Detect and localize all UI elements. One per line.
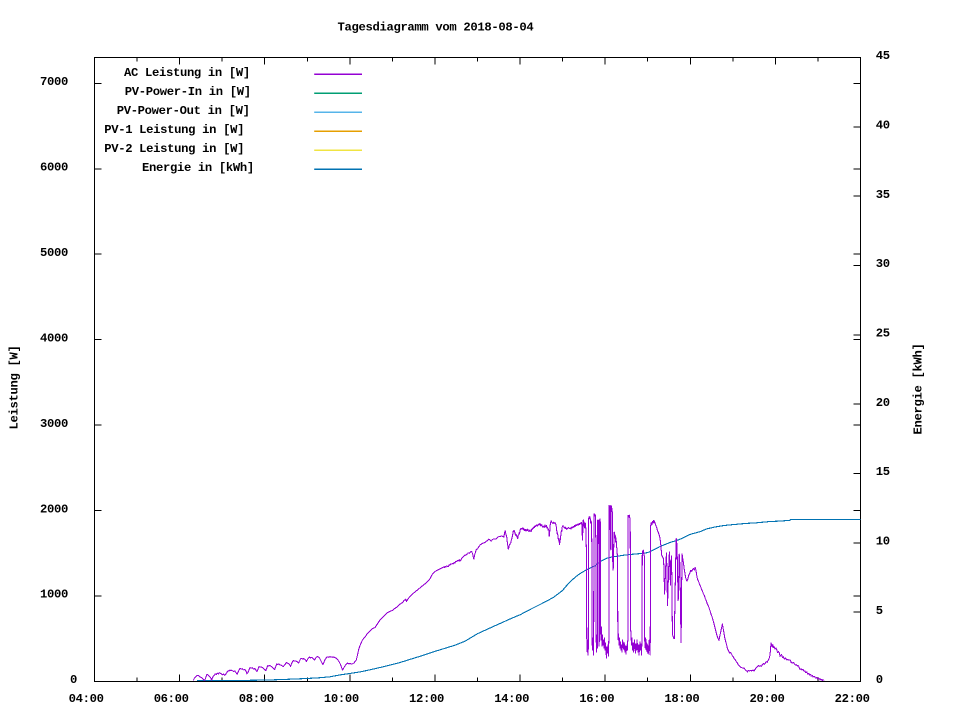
svg-text:04:00: 04:00 <box>69 692 104 706</box>
svg-text:0: 0 <box>70 673 77 687</box>
svg-text:3000: 3000 <box>40 417 68 431</box>
svg-text:4000: 4000 <box>40 331 68 345</box>
svg-text:AC Leistung in [W]: AC Leistung in [W] <box>124 66 250 80</box>
svg-text:40: 40 <box>876 119 890 133</box>
svg-text:20: 20 <box>876 396 890 410</box>
svg-text:30: 30 <box>876 257 890 271</box>
svg-text:12:00: 12:00 <box>409 692 444 706</box>
svg-text:PV-Power-Out in [W]: PV-Power-Out in [W] <box>117 104 250 118</box>
svg-text:18:00: 18:00 <box>664 692 699 706</box>
svg-text:10:00: 10:00 <box>324 692 359 706</box>
svg-text:PV-1 Leistung in [W]: PV-1 Leistung in [W] <box>104 123 244 137</box>
svg-text:1000: 1000 <box>40 588 68 602</box>
svg-text:5: 5 <box>876 604 883 618</box>
svg-text:Energie [kWh]: Energie [kWh] <box>911 344 925 435</box>
svg-text:PV-Power-In in [W]: PV-Power-In in [W] <box>125 85 251 99</box>
svg-text:16:00: 16:00 <box>579 692 614 706</box>
svg-text:06:00: 06:00 <box>154 692 189 706</box>
svg-text:22:00: 22:00 <box>835 692 870 706</box>
svg-text:5000: 5000 <box>40 246 68 260</box>
svg-text:6000: 6000 <box>40 161 68 175</box>
svg-text:15: 15 <box>876 465 890 479</box>
svg-text:0: 0 <box>876 673 883 687</box>
svg-text:PV-2 Leistung in [W]: PV-2 Leistung in [W] <box>104 142 244 156</box>
svg-text:45: 45 <box>876 49 890 63</box>
svg-text:14:00: 14:00 <box>494 692 529 706</box>
svg-text:Energie in [kWh]: Energie in [kWh] <box>142 161 254 175</box>
svg-text:2000: 2000 <box>40 502 68 516</box>
svg-text:10: 10 <box>876 535 890 549</box>
svg-text:20:00: 20:00 <box>750 692 785 706</box>
svg-text:08:00: 08:00 <box>239 692 274 706</box>
svg-text:Leistung [W]: Leistung [W] <box>8 346 22 430</box>
svg-text:Tagesdiagramm vom 2018-08-04: Tagesdiagramm vom 2018-08-04 <box>338 20 534 34</box>
svg-text:7000: 7000 <box>40 75 68 89</box>
svg-text:25: 25 <box>876 327 890 341</box>
svg-text:35: 35 <box>876 188 890 202</box>
